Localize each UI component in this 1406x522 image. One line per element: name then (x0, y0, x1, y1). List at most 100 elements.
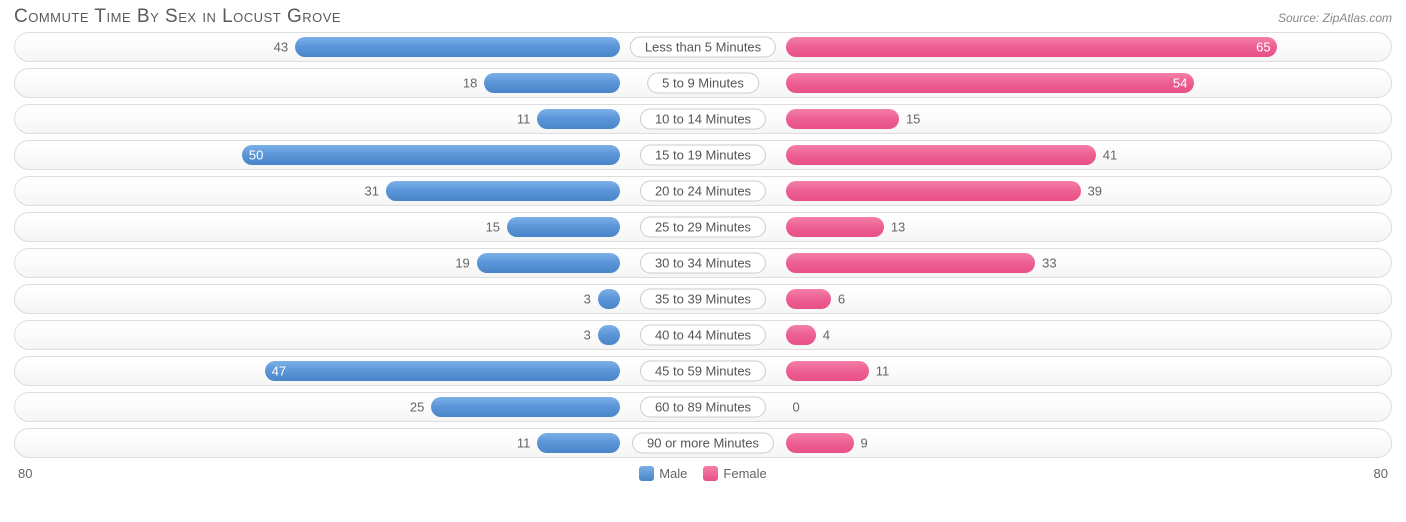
male-half: 47 (15, 357, 703, 385)
female-bar (786, 181, 1081, 201)
female-half: 9 (703, 429, 1391, 457)
female-value: 54 (1173, 76, 1187, 91)
male-half: 19 (15, 249, 703, 277)
male-bar (537, 433, 620, 453)
legend: Male Female (639, 466, 767, 481)
female-half: 6 (703, 285, 1391, 313)
male-half: 18 (15, 69, 703, 97)
male-value: 11 (517, 436, 531, 451)
chart-row: 15 13 25 to 29 Minutes (14, 212, 1392, 242)
legend-item-female: Female (703, 466, 766, 481)
female-half: 4 (703, 321, 1391, 349)
female-value: 39 (1088, 184, 1102, 199)
female-swatch-icon (703, 466, 718, 481)
male-half: 11 (15, 105, 703, 133)
male-half: 3 (15, 321, 703, 349)
female-half: 13 (703, 213, 1391, 241)
female-bar (786, 433, 854, 453)
chart-row: 31 39 20 to 24 Minutes (14, 176, 1392, 206)
male-half: 3 (15, 285, 703, 313)
chart-row: 193330 to 34 Minutes (14, 248, 1392, 278)
female-value: 65 (1256, 40, 1270, 55)
category-label: 40 to 44 Minutes (640, 325, 766, 346)
chart-header: Commute Time By Sex in Locust Grove Sour… (0, 0, 1406, 32)
male-value: 31 (364, 184, 378, 199)
female-half: 33 (703, 249, 1391, 277)
axis-max-left: 80 (18, 466, 32, 481)
legend-item-male: Male (639, 466, 687, 481)
male-bar (537, 109, 620, 129)
category-label: Less than 5 Minutes (630, 37, 776, 58)
male-bar (431, 397, 620, 417)
female-value: 15 (906, 112, 920, 127)
male-value: 3 (584, 292, 591, 307)
female-bar (786, 73, 1195, 93)
male-bar (477, 253, 621, 273)
female-half: 15 (703, 105, 1391, 133)
axis-max-right: 80 (1374, 466, 1388, 481)
female-bar (786, 253, 1036, 273)
chart-title: Commute Time By Sex in Locust Grove (14, 6, 341, 28)
male-half: 11 (15, 429, 703, 457)
female-bar (786, 217, 884, 237)
category-label: 35 to 39 Minutes (640, 289, 766, 310)
male-value: 25 (410, 400, 424, 415)
female-bar (786, 361, 869, 381)
female-bar (786, 109, 900, 129)
male-value: 50 (249, 148, 263, 163)
chart-row: 3 6 35 to 39 Minutes (14, 284, 1392, 314)
female-half: 54 (703, 69, 1391, 97)
female-half: 65 (703, 33, 1391, 61)
category-label: 25 to 29 Minutes (640, 217, 766, 238)
female-bar (786, 325, 816, 345)
male-value: 18 (463, 76, 477, 91)
female-value: 9 (861, 436, 868, 451)
male-bar (598, 325, 621, 345)
chart-row: 18 54 5 to 9 Minutes (14, 68, 1392, 98)
male-swatch-icon (639, 466, 654, 481)
male-half: 15 (15, 213, 703, 241)
chart-body: 4365Less than 5 Minutes18545 to 9 Minute… (0, 32, 1406, 458)
chart-row: 50 41 15 to 19 Minutes (14, 140, 1392, 170)
chart-row: 43 65 Less than 5 Minutes (14, 32, 1392, 62)
female-value: 13 (891, 220, 905, 235)
female-value: 4 (823, 328, 830, 343)
female-value: 11 (876, 364, 890, 379)
chart-row: 11 9 90 or more Minutes (14, 428, 1392, 458)
category-label: 45 to 59 Minutes (640, 361, 766, 382)
category-label: 30 to 34 Minutes (640, 253, 766, 274)
male-bar (484, 73, 620, 93)
female-half: 41 (703, 141, 1391, 169)
category-label: 90 or more Minutes (632, 433, 774, 454)
male-bar (242, 145, 620, 165)
female-value: 0 (792, 400, 799, 415)
legend-female-label: Female (723, 466, 766, 481)
female-bar (786, 145, 1096, 165)
male-half: 25 (15, 393, 703, 421)
chart-row: 3 4 40 to 44 Minutes (14, 320, 1392, 350)
female-half: 11 (703, 357, 1391, 385)
female-value: 6 (838, 292, 845, 307)
female-half: 0 (703, 393, 1391, 421)
category-label: 20 to 24 Minutes (640, 181, 766, 202)
male-bar (295, 37, 620, 57)
category-label: 15 to 19 Minutes (640, 145, 766, 166)
female-half: 39 (703, 177, 1391, 205)
female-bar (786, 289, 831, 309)
chart-source: Source: ZipAtlas.com (1278, 11, 1392, 25)
male-bar (507, 217, 621, 237)
male-value: 47 (272, 364, 286, 379)
male-half: 43 (15, 33, 703, 61)
female-value: 41 (1103, 148, 1117, 163)
chart-row: 25060 to 89 Minutes (14, 392, 1392, 422)
female-bar (786, 37, 1278, 57)
male-half: 31 (15, 177, 703, 205)
male-value: 43 (274, 40, 288, 55)
male-value: 11 (517, 112, 531, 127)
category-label: 5 to 9 Minutes (647, 73, 759, 94)
chart-row: 111510 to 14 Minutes (14, 104, 1392, 134)
chart-footer: 80 Male Female 80 (0, 464, 1406, 481)
male-half: 50 (15, 141, 703, 169)
chart-row: 47 11 45 to 59 Minutes (14, 356, 1392, 386)
male-value: 3 (584, 328, 591, 343)
